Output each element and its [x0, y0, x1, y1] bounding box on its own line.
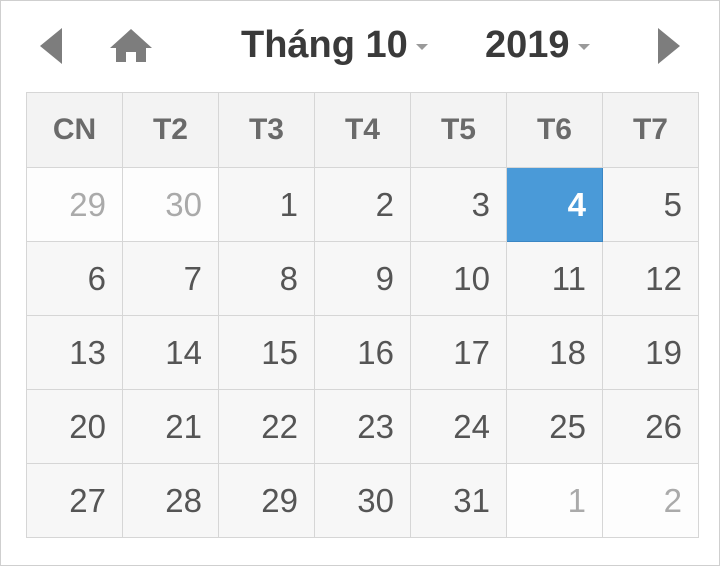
day-cell[interactable]: 18 [506, 315, 603, 390]
weekday-header: T2 [122, 92, 219, 168]
weekday-header: T5 [410, 92, 507, 168]
day-cell[interactable]: 1 [218, 167, 315, 242]
weekday-header: T3 [218, 92, 315, 168]
today-button[interactable] [108, 27, 154, 63]
day-cell[interactable]: 14 [122, 315, 219, 390]
day-cell-other-month[interactable]: 29 [26, 167, 123, 242]
year-label: 2019 [485, 23, 570, 66]
week-row: 29 30 1 2 3 4 5 [26, 167, 699, 242]
day-cell[interactable]: 15 [218, 315, 315, 390]
caret-down-icon [577, 44, 590, 50]
weekday-header: T6 [506, 92, 603, 168]
week-row: 27 28 29 30 31 1 2 [26, 463, 699, 538]
day-cell[interactable]: 2 [314, 167, 411, 242]
weekday-header: T4 [314, 92, 411, 168]
prev-month-button[interactable] [38, 26, 64, 66]
year-selector[interactable]: 2019 [485, 21, 590, 69]
day-cell[interactable]: 16 [314, 315, 411, 390]
calendar-body: 29 30 1 2 3 4 5 6 7 8 9 10 11 12 13 14 15 16 17 18 19 20 21 22 2… [26, 167, 699, 538]
day-cell[interactable]: 28 [122, 463, 219, 538]
day-cell[interactable]: 12 [602, 241, 699, 316]
day-cell[interactable]: 30 [314, 463, 411, 538]
month-label: Tháng 10 [241, 23, 408, 66]
triangle-right-icon [658, 28, 680, 64]
day-cell[interactable]: 8 [218, 241, 315, 316]
triangle-left-icon [40, 28, 62, 64]
next-month-button[interactable] [656, 26, 682, 66]
day-cell[interactable]: 27 [26, 463, 123, 538]
day-cell[interactable]: 25 [506, 389, 603, 464]
weekday-header-row: CN T2 T3 T4 T5 T6 T7 [26, 92, 699, 168]
day-cell[interactable]: 9 [314, 241, 411, 316]
day-cell[interactable]: 26 [602, 389, 699, 464]
weekday-header: CN [26, 92, 123, 168]
calendar-grid: CN T2 T3 T4 T5 T6 T7 29 30 1 2 3 4 5 6 7 8 9 10 11 12 13 14 15… [26, 92, 699, 538]
day-cell[interactable]: 19 [602, 315, 699, 390]
day-cell[interactable]: 11 [506, 241, 603, 316]
day-cell-other-month[interactable]: 2 [602, 463, 699, 538]
day-cell[interactable]: 3 [410, 167, 507, 242]
day-cell-selected[interactable]: 4 [506, 167, 603, 242]
day-cell[interactable]: 21 [122, 389, 219, 464]
week-row: 6 7 8 9 10 11 12 [26, 241, 699, 316]
day-cell[interactable]: 20 [26, 389, 123, 464]
day-cell-other-month[interactable]: 30 [122, 167, 219, 242]
day-cell-other-month[interactable]: 1 [506, 463, 603, 538]
day-cell[interactable]: 5 [602, 167, 699, 242]
day-cell[interactable]: 29 [218, 463, 315, 538]
day-cell[interactable]: 31 [410, 463, 507, 538]
home-icon [110, 29, 152, 62]
datepicker-header: Tháng 10 2019 [1, 1, 720, 89]
week-row: 20 21 22 23 24 25 26 [26, 389, 699, 464]
day-cell[interactable]: 22 [218, 389, 315, 464]
month-selector[interactable]: Tháng 10 [241, 21, 428, 69]
day-cell[interactable]: 13 [26, 315, 123, 390]
caret-down-icon [415, 44, 428, 50]
day-cell[interactable]: 24 [410, 389, 507, 464]
weekday-header: T7 [602, 92, 699, 168]
day-cell[interactable]: 7 [122, 241, 219, 316]
day-cell[interactable]: 23 [314, 389, 411, 464]
week-row: 13 14 15 16 17 18 19 [26, 315, 699, 390]
day-cell[interactable]: 17 [410, 315, 507, 390]
day-cell[interactable]: 10 [410, 241, 507, 316]
day-cell[interactable]: 6 [26, 241, 123, 316]
